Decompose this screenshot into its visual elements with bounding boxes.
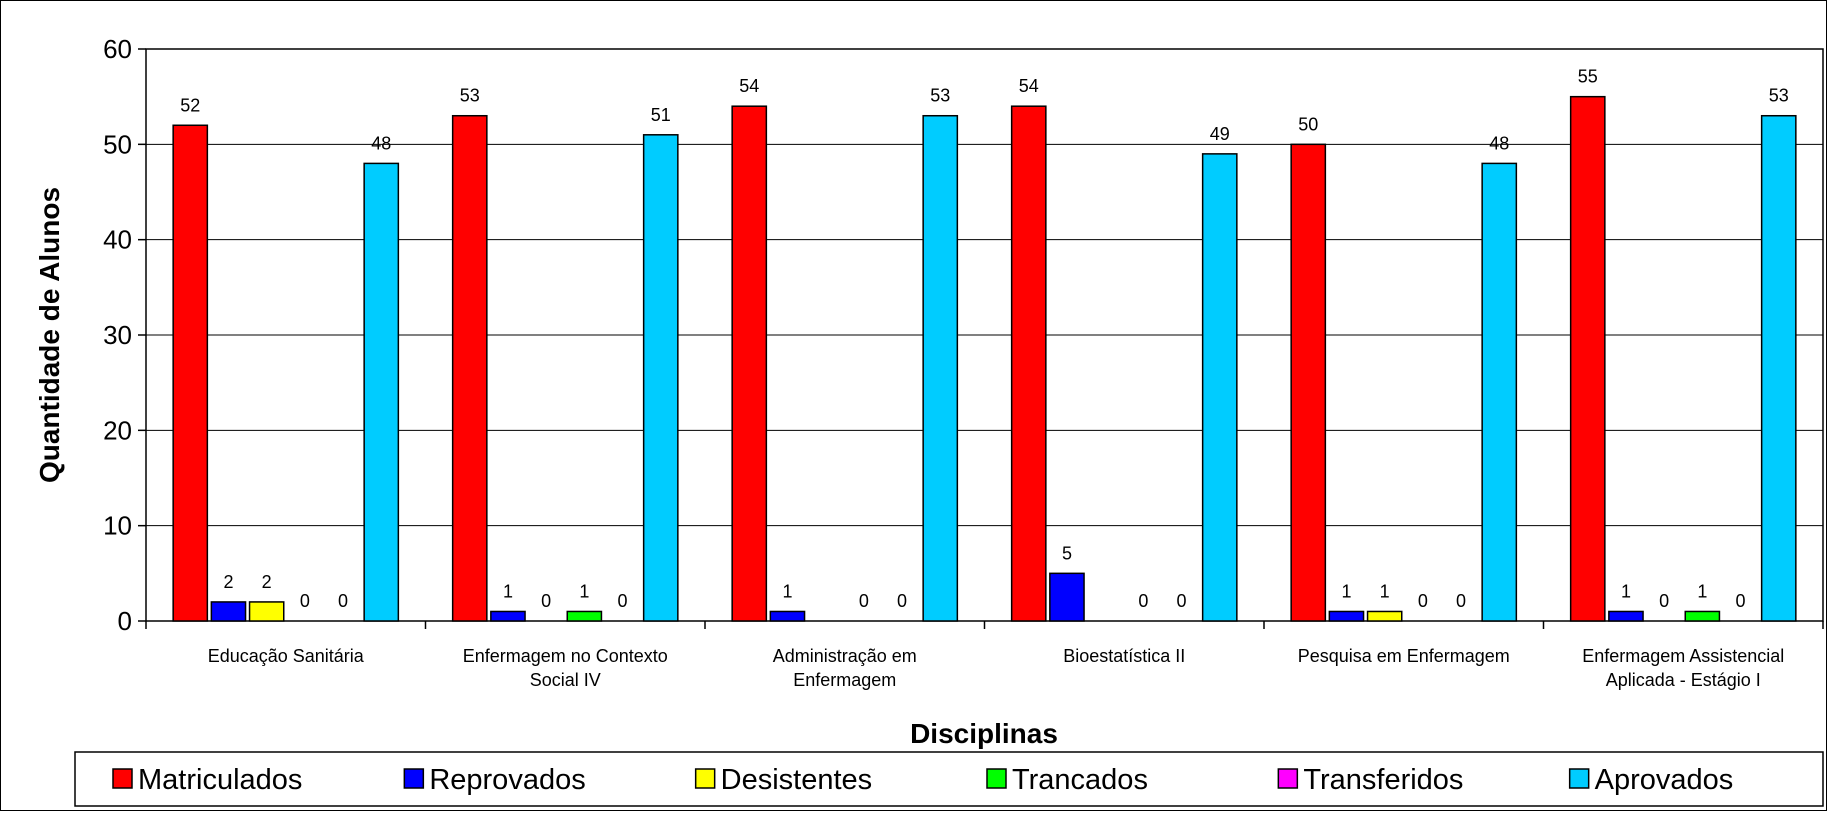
- x-category-label: Enfermagem Assistencial Aplicada - Estági…: [1582, 646, 1784, 690]
- data-label-reprovados: 2: [223, 572, 233, 592]
- legend-label-aprovados: Aprovados: [1595, 764, 1734, 796]
- legend-label-desistentes: Desistentes: [721, 764, 873, 796]
- data-label-reprovados: 5: [1062, 543, 1072, 563]
- legend: Matriculados Reprovados Desistentes Trancad…: [74, 751, 1824, 807]
- bar-reprovados-6: [1608, 610, 1644, 622]
- data-label-trancados: 0: [1138, 591, 1148, 611]
- bar-reprovados-1: [210, 601, 247, 622]
- data-label-reprovados: 1: [1621, 581, 1631, 601]
- bar-reprovados-3: [769, 610, 806, 622]
- bar-trancados-6: [1684, 610, 1721, 622]
- x-category-label: Educação Sanitária: [208, 646, 365, 666]
- data-label-trancados: 1: [1697, 581, 1707, 601]
- data-label-transferidos: 0: [338, 591, 348, 611]
- legend-label-transferidos: Transferidos: [1303, 764, 1463, 796]
- bar-matriculados-1: [172, 124, 209, 622]
- y-tick-label: 60: [103, 34, 132, 64]
- legend-swatch-reprovados: [403, 768, 425, 789]
- bar-reprovados-2: [490, 610, 526, 622]
- data-label-desistentes: 0: [541, 591, 551, 611]
- data-label-desistentes: 2: [262, 572, 272, 592]
- data-label-reprovados: 1: [1341, 581, 1351, 601]
- data-label-matriculados: 52: [180, 95, 200, 115]
- data-label-matriculados: 55: [1578, 67, 1598, 87]
- data-label-matriculados: 54: [739, 76, 759, 96]
- data-label-transferidos: 0: [1177, 591, 1187, 611]
- data-label-aprovados: 48: [1489, 133, 1509, 153]
- bars: [172, 95, 1797, 622]
- x-axis-title: Disciplinas: [910, 718, 1058, 749]
- bar-aprovados-4: [1201, 153, 1238, 622]
- bar-matriculados-5: [1290, 143, 1327, 622]
- bar-reprovados-4: [1049, 572, 1085, 622]
- bar-matriculados-2: [451, 114, 488, 622]
- data-label-desistentes: 0: [1659, 591, 1669, 611]
- legend-swatch-desistentes: [694, 768, 716, 789]
- data-label-matriculados: 50: [1298, 114, 1318, 134]
- y-tick-label: 0: [118, 606, 132, 636]
- legend-swatch-transferidos: [1277, 768, 1299, 789]
- y-tick-label: 40: [103, 225, 132, 255]
- y-tick-label: 20: [103, 415, 132, 445]
- bar-matriculados-6: [1569, 95, 1606, 622]
- y-tick-label: 30: [103, 320, 132, 350]
- data-label-reprovados: 1: [503, 581, 513, 601]
- data-label-transferidos: 0: [1736, 591, 1746, 611]
- bar-aprovados-5: [1481, 162, 1518, 622]
- legend-box: [74, 751, 1824, 807]
- data-label-transferidos: 0: [1456, 591, 1466, 611]
- bar-aprovados-2: [642, 134, 679, 622]
- data-label-aprovados: 49: [1210, 124, 1230, 144]
- legend-swatch-matriculados: [112, 768, 133, 789]
- y-tick-label: 10: [103, 511, 132, 541]
- bar-aprovados-6: [1760, 114, 1797, 622]
- data-label-reprovados: 1: [782, 581, 792, 601]
- legend-swatch-aprovados: [1568, 768, 1590, 789]
- data-label-trancados: 0: [1418, 591, 1428, 611]
- x-category-label: Bioestatística II: [1063, 646, 1185, 666]
- data-label-matriculados: 53: [460, 86, 480, 106]
- x-category-label: Enfermagem no Contexto Social IV: [463, 646, 668, 690]
- x-category-label: Pesquisa em Enfermagem: [1298, 646, 1510, 666]
- legend-swatch-trancados: [986, 768, 1007, 789]
- bar-aprovados-1: [363, 162, 400, 622]
- data-label-trancados: 1: [579, 581, 589, 601]
- data-label-transferidos: 0: [897, 591, 907, 611]
- bar-matriculados-3: [731, 105, 768, 622]
- y-tick-label: 50: [103, 129, 132, 159]
- bar-matriculados-4: [1010, 105, 1047, 622]
- data-label-trancados: 0: [859, 591, 869, 611]
- bar-aprovados-3: [922, 114, 959, 622]
- data-label-matriculados: 54: [1019, 76, 1039, 96]
- data-label-desistentes: 1: [1380, 581, 1390, 601]
- data-label-aprovados: 53: [930, 86, 950, 106]
- data-label-aprovados: 48: [371, 133, 391, 153]
- y-axis-title: Quantidade de Alunos: [34, 187, 65, 483]
- bar-desistentes-1: [248, 601, 285, 622]
- legend-label-matriculados: Matriculados: [138, 764, 302, 796]
- data-label-aprovados: 53: [1769, 86, 1789, 106]
- x-category-label: Administração em Enfermagem: [773, 646, 917, 690]
- bar-reprovados-5: [1328, 610, 1365, 622]
- legend-label-reprovados: Reprovados: [429, 764, 585, 796]
- data-label-trancados: 0: [300, 591, 310, 611]
- bar-trancados-2: [566, 610, 603, 622]
- bar-desistentes-5: [1366, 610, 1403, 622]
- legend-label-trancados: Trancados: [1012, 764, 1148, 796]
- data-label-transferidos: 0: [618, 591, 628, 611]
- data-label-aprovados: 51: [651, 105, 671, 125]
